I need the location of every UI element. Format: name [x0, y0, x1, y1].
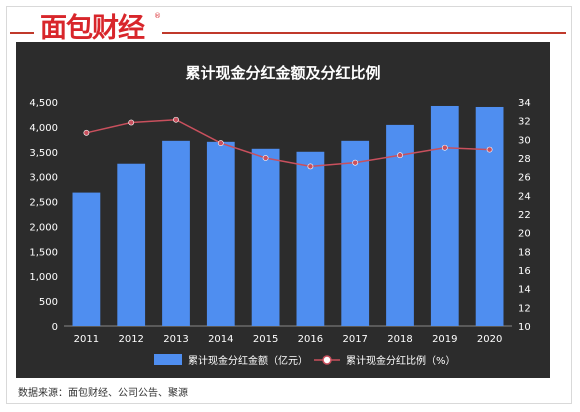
- chart-svg: 累计现金分红金额及分红比例 0 500 1,000 1,500 2,000 2,500 3,…: [29, 64, 531, 367]
- y-right-tick-label: 18: [518, 247, 531, 258]
- source-note: 数据来源：面包财经、公司公告、聚源: [18, 388, 188, 399]
- x-tick-label: 2020: [477, 334, 502, 345]
- y-left-tick-label: 4,000: [29, 123, 58, 134]
- header-rule-right: [162, 32, 566, 34]
- brand-logo: 面包财经: [40, 13, 145, 44]
- x-tick-label: 2017: [342, 334, 367, 345]
- y-right-tick-label: 16: [518, 266, 531, 277]
- y-right-tick-label: 12: [518, 303, 531, 314]
- ratio-point-2014: [217, 140, 224, 146]
- bar-2011: [72, 192, 101, 326]
- x-tick-label: 2019: [432, 334, 457, 345]
- bar-2017: [341, 140, 370, 326]
- y-left-tick-label: 4,500: [29, 98, 58, 109]
- figure-frame: [6, 6, 572, 404]
- y-left-tick-label: 2,500: [29, 198, 58, 209]
- ratio-point-2019: [441, 144, 448, 151]
- y-left-tick-label: 1,500: [29, 247, 58, 258]
- ratio-point-2011: [83, 129, 90, 136]
- ratio-line: [86, 118, 490, 168]
- ratio-point-2016: [307, 163, 314, 170]
- y-left-tick-label: 3,500: [29, 148, 58, 159]
- y-right-tick-label: 34: [518, 98, 531, 109]
- legend-line-label: 累计现金分红比例（%）: [346, 354, 456, 367]
- y-left-tick-label: 3,000: [29, 173, 58, 184]
- ratio-point-2015: [262, 155, 269, 161]
- x-tick-label: 2016: [298, 334, 323, 345]
- y-right-tick-label: 20: [518, 229, 531, 240]
- ratio-point-2012: [128, 119, 135, 126]
- x-tick-label: 2014: [208, 334, 233, 345]
- header-rule-left: [10, 32, 34, 34]
- y-right-tick-label: 14: [518, 285, 531, 296]
- ratio-point-2017: [352, 159, 359, 166]
- bar-2012: [117, 163, 146, 326]
- legend-line-marker: [322, 355, 332, 365]
- registered-mark: ®: [154, 12, 161, 20]
- bar-2020: [475, 106, 504, 326]
- x-tick-label: 2013: [163, 334, 188, 345]
- bar-2014: [206, 141, 235, 326]
- y-right-tick-label: 26: [518, 173, 531, 184]
- y-right-tick-label: 22: [518, 210, 531, 221]
- y-left-tick-label: 0: [52, 322, 58, 333]
- y-right-tick-label: 10: [518, 322, 531, 333]
- y-left-tick-label: 1,000: [29, 272, 58, 283]
- ratio-point-2018: [397, 152, 403, 159]
- x-tick-label: 2018: [387, 334, 412, 345]
- y-right-tick-label: 32: [518, 117, 531, 128]
- bar-2015: [251, 148, 280, 326]
- bar-2016: [296, 151, 325, 326]
- bar-2018: [386, 124, 414, 326]
- y-right-tick-label: 30: [518, 135, 531, 146]
- ratio-point-2013: [173, 116, 179, 123]
- bar-2013: [162, 140, 190, 326]
- y-left-tick-label: 500: [39, 297, 58, 308]
- x-tick-label: 2012: [118, 334, 143, 345]
- x-tick-label: 2015: [253, 334, 278, 345]
- y-right-tick-label: 28: [518, 154, 531, 165]
- legend-bar-label: 累计现金分红金额（亿元）: [188, 354, 308, 367]
- y-left-tick-label: 2,000: [29, 222, 58, 233]
- bar-2019: [430, 105, 459, 326]
- y-right-tick-label: 24: [518, 191, 531, 202]
- legend-bar-swatch: [154, 354, 182, 365]
- chart-title: 累计现金分红金额及分红比例: [185, 64, 380, 82]
- chart-panel: [16, 42, 550, 378]
- x-tick-label: 2011: [74, 334, 99, 345]
- ratio-point-2020: [486, 146, 493, 153]
